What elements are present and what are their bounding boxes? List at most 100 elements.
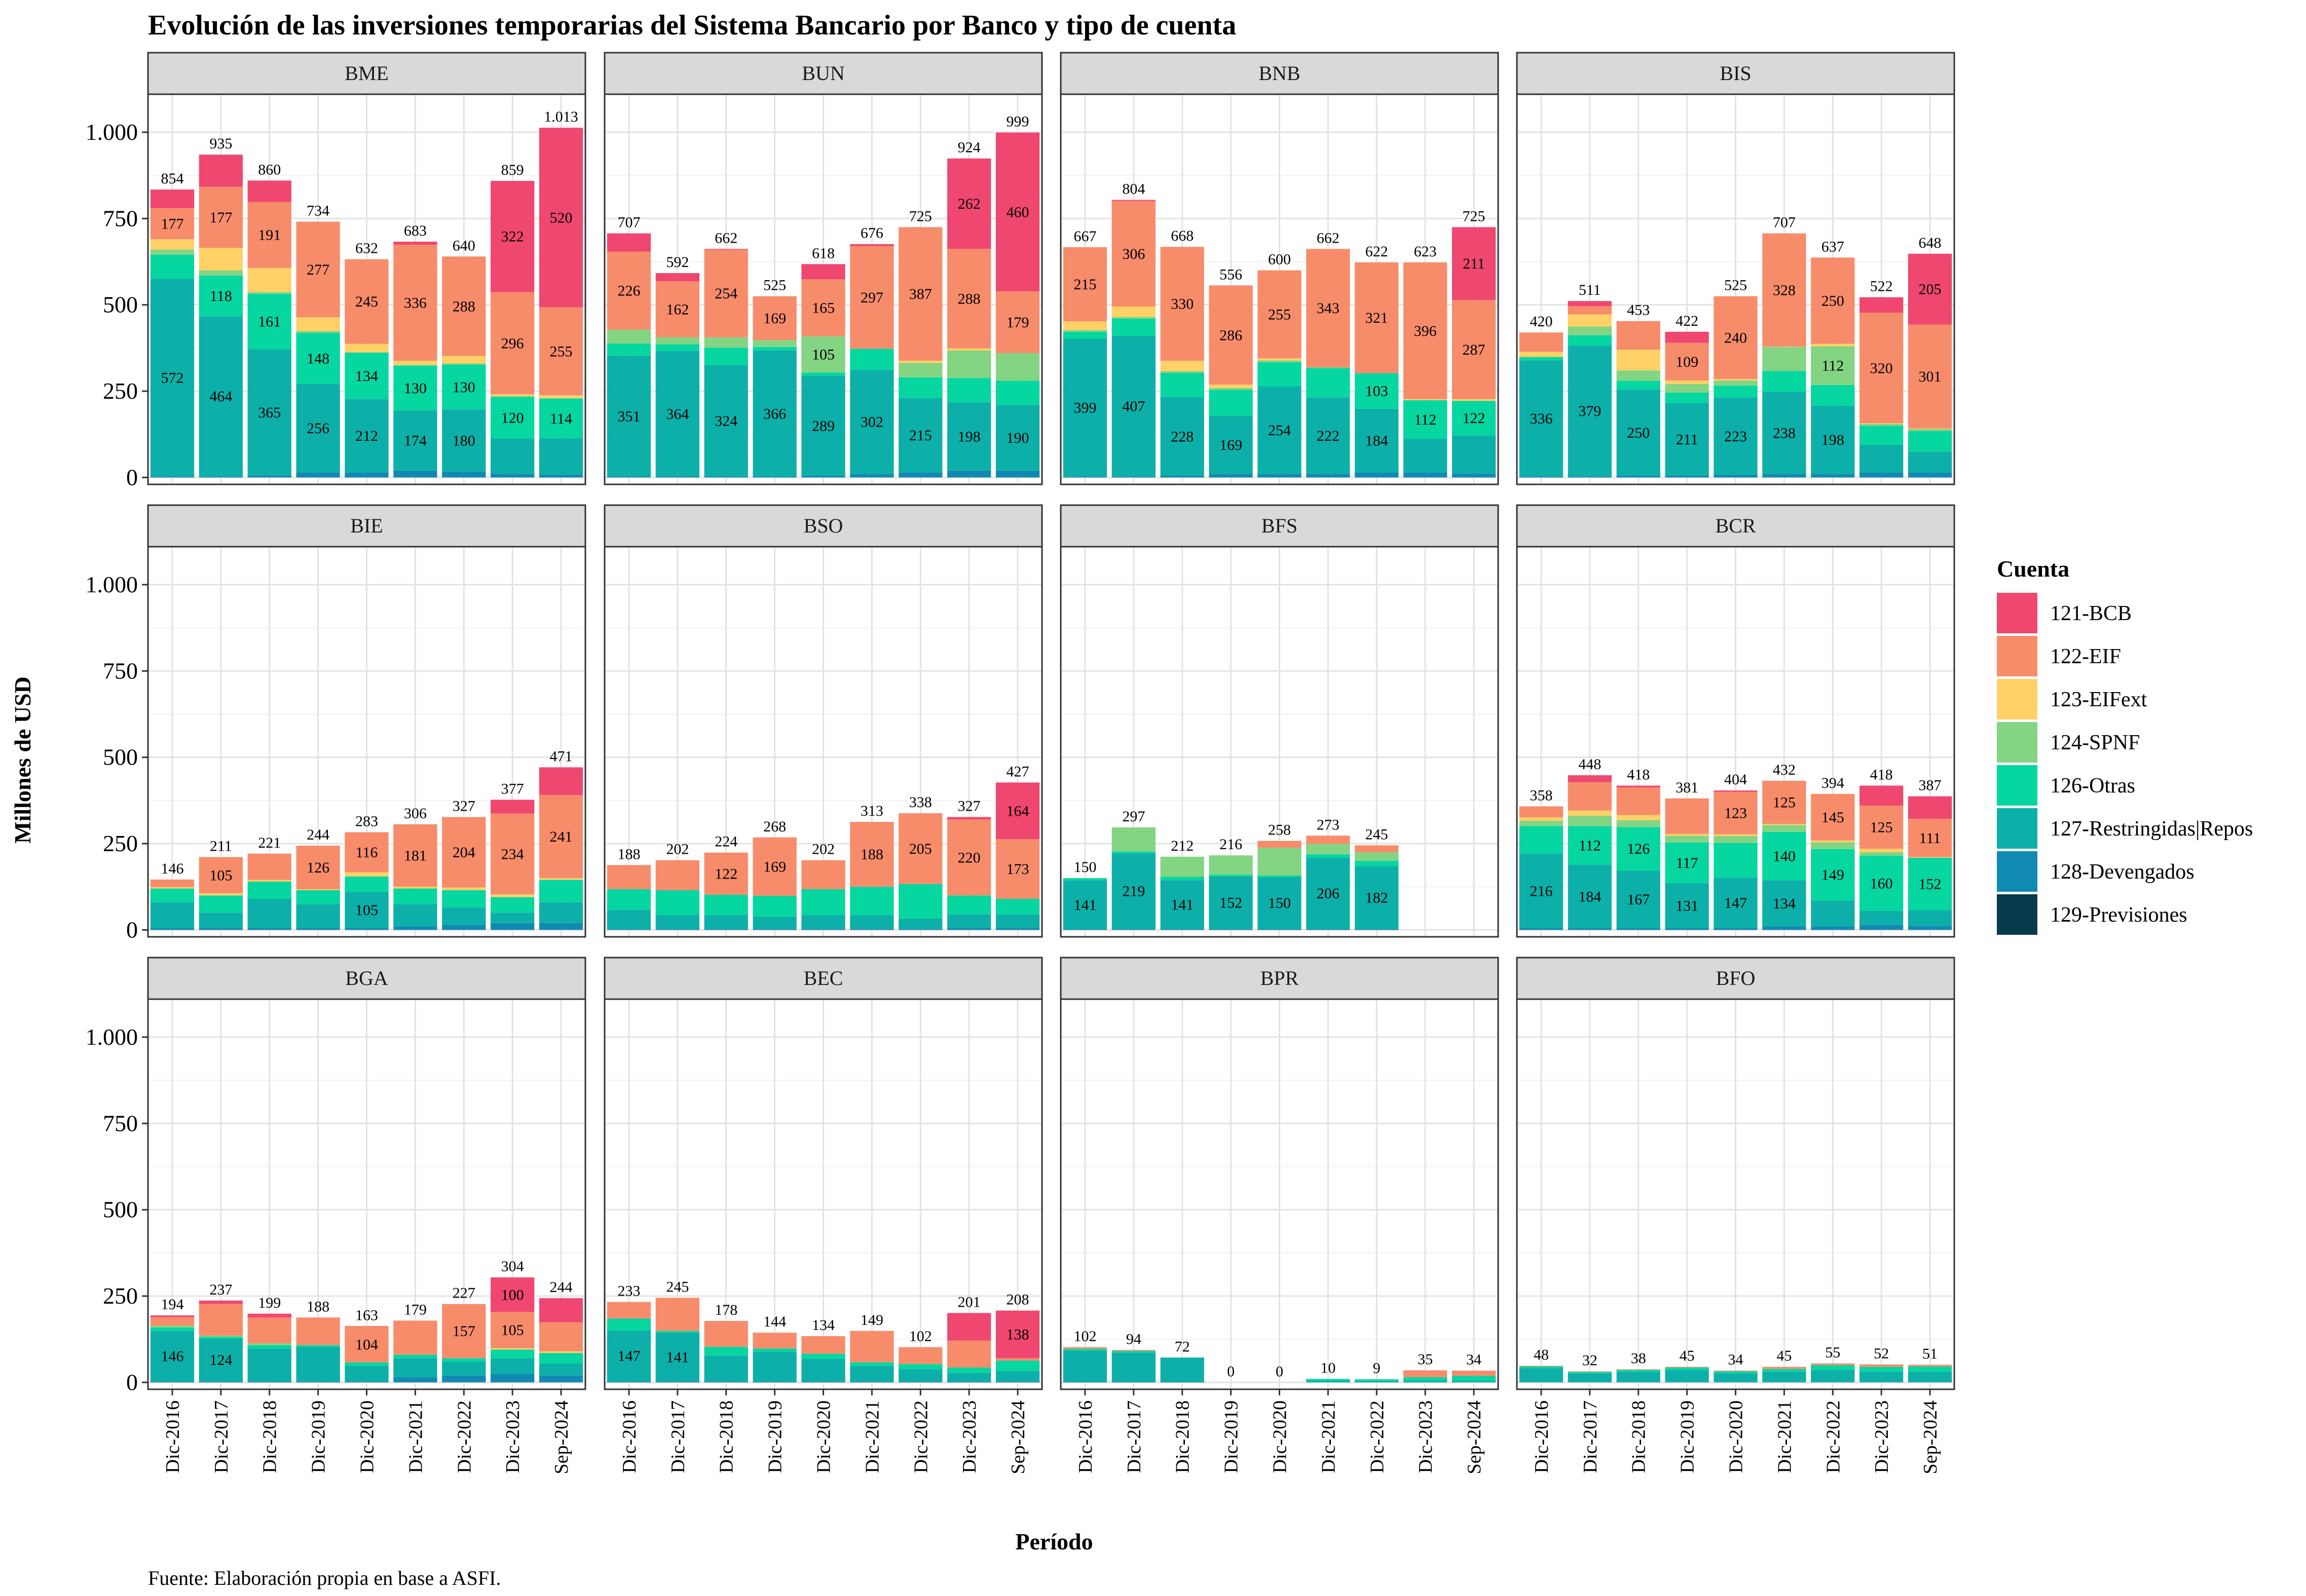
x-tick-label: Dic-2017 <box>1124 1400 1145 1473</box>
bar-segment <box>1403 262 1447 399</box>
bar-total-label: 51 <box>1922 1346 1938 1362</box>
bar-total-label: 283 <box>355 813 378 830</box>
bar-segment <box>947 249 991 349</box>
legend-label: 121-BCB <box>2050 602 2132 625</box>
bar-segment <box>607 909 651 929</box>
facet-strip-label: BNB <box>1258 62 1300 85</box>
bar-segment <box>1665 343 1709 381</box>
bar-segment <box>442 817 486 888</box>
bar-segment <box>1811 842 1855 849</box>
bar-segment <box>704 348 748 365</box>
bar-segment <box>1665 883 1709 928</box>
bar-segment <box>1714 790 1758 792</box>
x-tick-label: Dic-2016 <box>162 1400 183 1473</box>
bar-segment <box>345 259 389 344</box>
bar-segment <box>345 832 389 872</box>
segment-value-label: 464 <box>209 388 232 405</box>
bar-total-label: 48 <box>1534 1347 1549 1363</box>
bar-segment <box>704 929 748 930</box>
bar-total-label: 38 <box>1631 1350 1646 1366</box>
bar-segment <box>296 331 340 333</box>
bar-segment <box>995 291 1040 354</box>
bar-segment <box>947 350 991 378</box>
panel-border <box>1060 93 1499 485</box>
bar-segment <box>393 926 437 930</box>
bar-segment <box>539 1375 583 1383</box>
segment-value-label: 255 <box>1268 306 1291 323</box>
segment-value-label: 179 <box>1007 314 1029 331</box>
bar-segment <box>1714 379 1758 381</box>
bar-segment <box>393 245 437 361</box>
panel-border <box>1516 546 1955 938</box>
bar-segment <box>1908 818 1952 857</box>
bar-total-label: 418 <box>1627 767 1650 783</box>
panel-border <box>147 93 586 485</box>
bar-segment <box>1762 371 1806 392</box>
x-tick-label: Sep-2024 <box>1464 1400 1485 1474</box>
bar-segment <box>1568 928 1612 930</box>
bar-segment <box>491 800 535 814</box>
segment-value-label: 182 <box>1365 889 1388 906</box>
bar-segment <box>1257 848 1301 876</box>
bar-total-label: 202 <box>812 841 835 858</box>
bar-total-label: 212 <box>1171 838 1194 854</box>
x-tick-label: Dic-2022 <box>1366 1400 1388 1473</box>
bar-segment <box>150 1327 195 1331</box>
bar-segment <box>199 186 243 248</box>
bar-total-label: 618 <box>812 245 835 261</box>
bar-segment <box>1859 313 1904 424</box>
bar-segment <box>655 890 699 916</box>
bar-segment <box>491 813 535 895</box>
bar-segment <box>1811 474 1855 478</box>
bar-segment <box>655 337 699 345</box>
bar-segment <box>1403 399 1447 400</box>
bar-segment <box>1568 782 1612 811</box>
bar-segment <box>704 1321 748 1347</box>
bar-segment <box>491 1348 535 1350</box>
bar-total-label: 34 <box>1728 1351 1743 1368</box>
bar-segment <box>704 249 748 337</box>
bar-segment <box>1519 826 1564 854</box>
panel-border <box>604 546 1043 938</box>
bar-total-label: 144 <box>763 1313 786 1330</box>
bar-segment <box>393 1377 437 1383</box>
bar-segment <box>1811 346 1855 385</box>
bar-segment <box>1859 1364 1904 1367</box>
bar-segment <box>539 399 583 438</box>
bar-segment <box>1355 845 1399 853</box>
bar-segment <box>1859 423 1904 424</box>
bar-segment <box>393 824 437 887</box>
bar-segment <box>1355 866 1399 929</box>
bar-segment <box>1714 843 1758 878</box>
bar-total-label: 707 <box>1773 214 1796 231</box>
bar-segment <box>1908 451 1952 473</box>
segment-value-label: 520 <box>550 209 573 226</box>
bar-total-label: 358 <box>1530 787 1552 804</box>
bar-segment <box>899 929 943 930</box>
bar-segment <box>1665 835 1709 843</box>
bar-segment <box>655 273 699 282</box>
bar-segment <box>947 378 991 402</box>
bar-segment <box>539 767 583 795</box>
segment-value-label: 114 <box>550 410 572 427</box>
bar-total-label: 258 <box>1268 822 1291 839</box>
bar-total-label: 854 <box>161 170 183 187</box>
bar-segment <box>995 470 1040 478</box>
bar-segment <box>1568 301 1612 307</box>
bar-segment <box>296 472 340 478</box>
bar-total-label: 188 <box>617 846 640 862</box>
segment-value-label: 160 <box>1870 875 1893 892</box>
segment-value-label: 150 <box>1268 895 1291 911</box>
bar-segment <box>199 895 243 913</box>
x-tick-label: Dic-2020 <box>813 1400 835 1473</box>
bar-segment <box>1355 929 1399 930</box>
panel-bpr: BPR 102 94 72 0 0 10 9 35 34 Dic-2016 Dic-2017 Dic-2… <box>1060 957 1499 1474</box>
bar-segment <box>150 239 195 250</box>
bar-total-label: 999 <box>1007 113 1029 130</box>
segment-value-label: 191 <box>258 227 281 244</box>
bar-segment <box>1111 318 1156 336</box>
bar-segment <box>1209 415 1253 474</box>
x-tick-label: Dic-2019 <box>1677 1400 1698 1473</box>
bar-total-label: 453 <box>1627 302 1650 319</box>
segment-value-label: 223 <box>1724 428 1747 445</box>
